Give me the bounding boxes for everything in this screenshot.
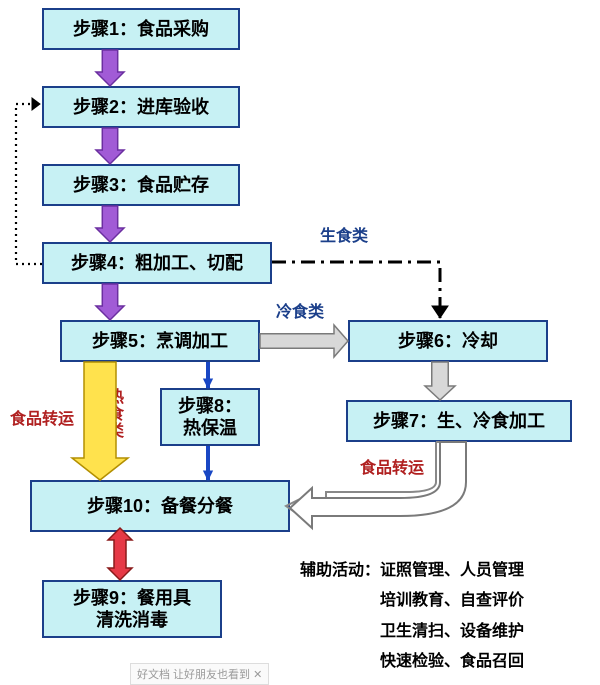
arrow-curve-7-10-fill bbox=[290, 432, 490, 542]
flowchart-canvas: 步骤1：食品采购步骤2：进库验收步骤3：食品贮存步骤4：粗加工、切配步骤5：烹调… bbox=[0, 0, 600, 685]
label-raw: 生食类 bbox=[320, 222, 368, 246]
arrow-right bbox=[260, 321, 356, 361]
node-s8: 步骤8： 热保温 bbox=[160, 388, 260, 446]
label-cold: 冷食类 bbox=[276, 298, 324, 322]
label-hot: 热 食 类 bbox=[108, 390, 124, 440]
node-s1: 步骤1：食品采购 bbox=[42, 8, 240, 50]
footer-share-pill[interactable]: 好文档 让好朋友也看到 ✕ bbox=[130, 663, 269, 685]
arrow-curve-7-10 bbox=[286, 430, 486, 550]
arrow-double-red bbox=[98, 528, 142, 584]
node-s4: 步骤4：粗加工、切配 bbox=[42, 242, 272, 284]
node-s7: 步骤7：生、冷食加工 bbox=[346, 400, 572, 442]
node-s5: 步骤5：烹调加工 bbox=[60, 320, 260, 362]
label-trans1: 食品转运 bbox=[10, 405, 74, 429]
node-s2: 步骤2：进库验收 bbox=[42, 86, 240, 128]
node-s6: 步骤6：冷却 bbox=[348, 320, 548, 362]
label-trans2: 食品转运 bbox=[360, 454, 424, 478]
aux-activities: 辅助活动：证照管理、人员管理培训教育、自查评价卫生清扫、设备维护快速检验、食品召… bbox=[300, 556, 524, 678]
node-s9: 步骤9：餐用具 清洗消毒 bbox=[42, 580, 222, 638]
node-s10: 步骤10：备餐分餐 bbox=[30, 480, 290, 532]
node-s3: 步骤3：食品贮存 bbox=[42, 164, 240, 206]
